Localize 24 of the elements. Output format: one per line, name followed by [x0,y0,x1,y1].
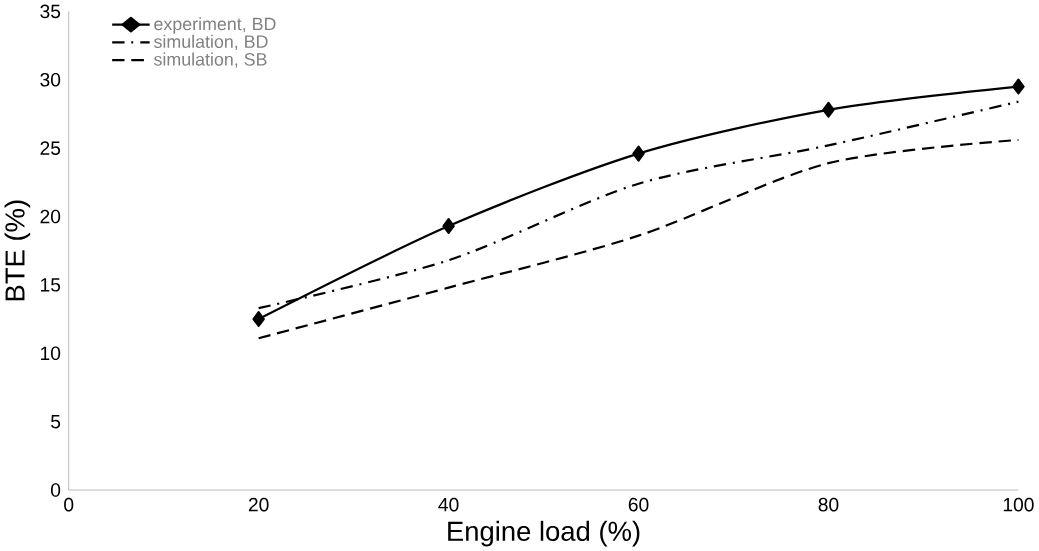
x-tick-label: 60 [628,497,649,512]
x-tick-label: 80 [818,497,839,512]
x-tick-label: 40 [438,497,459,512]
point [822,101,835,118]
y-axis-title: BTE (%) [4,200,31,301]
x-tick-label: 100 [1003,497,1034,512]
y-tick-label: 5 [51,414,61,429]
y-tick-label: 15 [41,278,61,292]
y-tick-label: 30 [40,72,61,87]
y-tick-label: 25 [40,141,61,155]
point [1012,78,1025,95]
point [442,218,455,235]
point [252,311,265,328]
x-tick-label: 20 [248,497,269,512]
x-axis-title: Engine load (%) [448,520,640,547]
legend-label: simulation, SB [153,52,267,68]
legend-label: simulation, BD [153,34,268,51]
y-tick-label: 0 [51,483,61,497]
y-tick-label: 20 [40,209,61,224]
y-tick-label: 10 [41,346,61,361]
point [632,145,645,162]
legend-label: experiment, BD [154,17,276,34]
y-tick-label: 35 [40,4,61,19]
x-tick-label: 0 [64,497,74,512]
